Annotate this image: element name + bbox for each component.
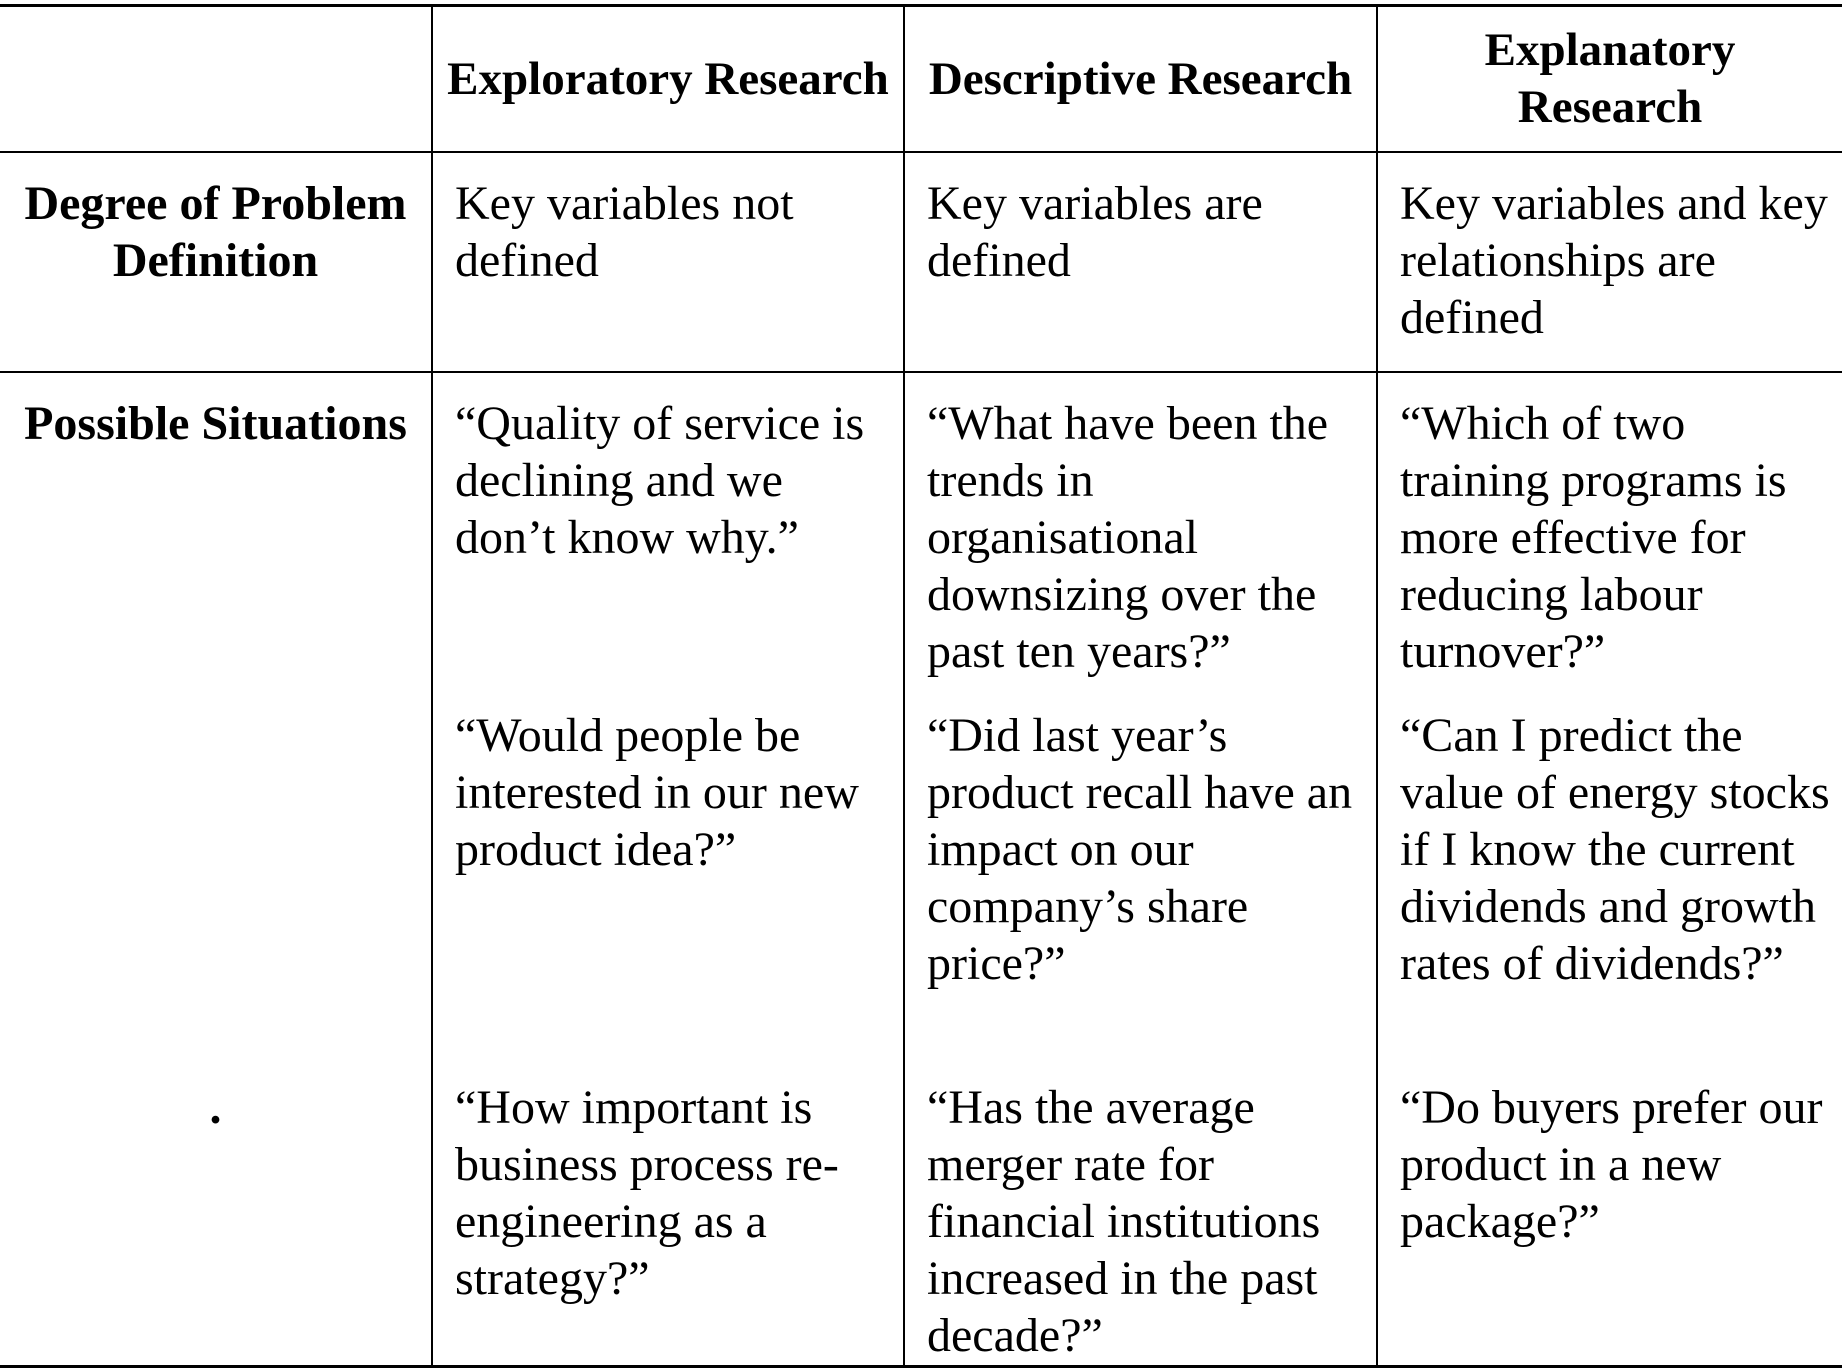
header-corner	[0, 4, 432, 153]
cell-explanatory-definition: Key variables and key relationships are …	[1376, 152, 1842, 373]
row-label-dot: .	[0, 1057, 432, 1368]
cell-exploratory-situation-2: “Would people be interested in our new p…	[431, 685, 904, 1057]
cell-explanatory-situation-3: “Do buyers prefer our product in a new p…	[1376, 1057, 1842, 1368]
research-types-table: Exploratory Research Descriptive Researc…	[0, 4, 1842, 1368]
cell-explanatory-situation-1: “Which of two training programs is more …	[1376, 372, 1842, 685]
table-row: . “How important is business process re-…	[0, 1057, 1842, 1368]
cell-descriptive-situation-3: “Has the average merger rate for financi…	[903, 1057, 1377, 1368]
table-row: Degree of Problem Definition Key variabl…	[0, 152, 1842, 373]
table-row: Possible Situations “Quality of service …	[0, 372, 1842, 685]
cell-descriptive-situation-2: “Did last year’s product recall have an …	[903, 685, 1377, 1057]
cell-exploratory-definition: Key variables not defined	[431, 152, 904, 373]
header-explanatory: Explanatory Research	[1376, 4, 1842, 153]
row-label-possible-situations: Possible Situations	[24, 397, 407, 450]
header-exploratory: Exploratory Research	[431, 4, 904, 153]
cell-descriptive-definition: Key variables are defined	[903, 152, 1377, 373]
header-descriptive: Descriptive Research	[903, 4, 1377, 153]
row-label-problem-definition: Degree of Problem Definition	[0, 152, 432, 373]
table-row: “Would people be interested in our new p…	[0, 685, 1842, 1057]
cell-descriptive-situation-1: “What have been the trends in organisati…	[903, 372, 1377, 685]
cell-explanatory-situation-2: “Can I predict the value of energy stock…	[1376, 685, 1842, 1057]
cell-exploratory-situation-1: “Quality of service is declining and we …	[431, 372, 904, 685]
header-row: Exploratory Research Descriptive Researc…	[0, 4, 1842, 153]
row-label-empty	[0, 685, 432, 1057]
cell-exploratory-situation-3: “How important is business process re-en…	[431, 1057, 904, 1368]
